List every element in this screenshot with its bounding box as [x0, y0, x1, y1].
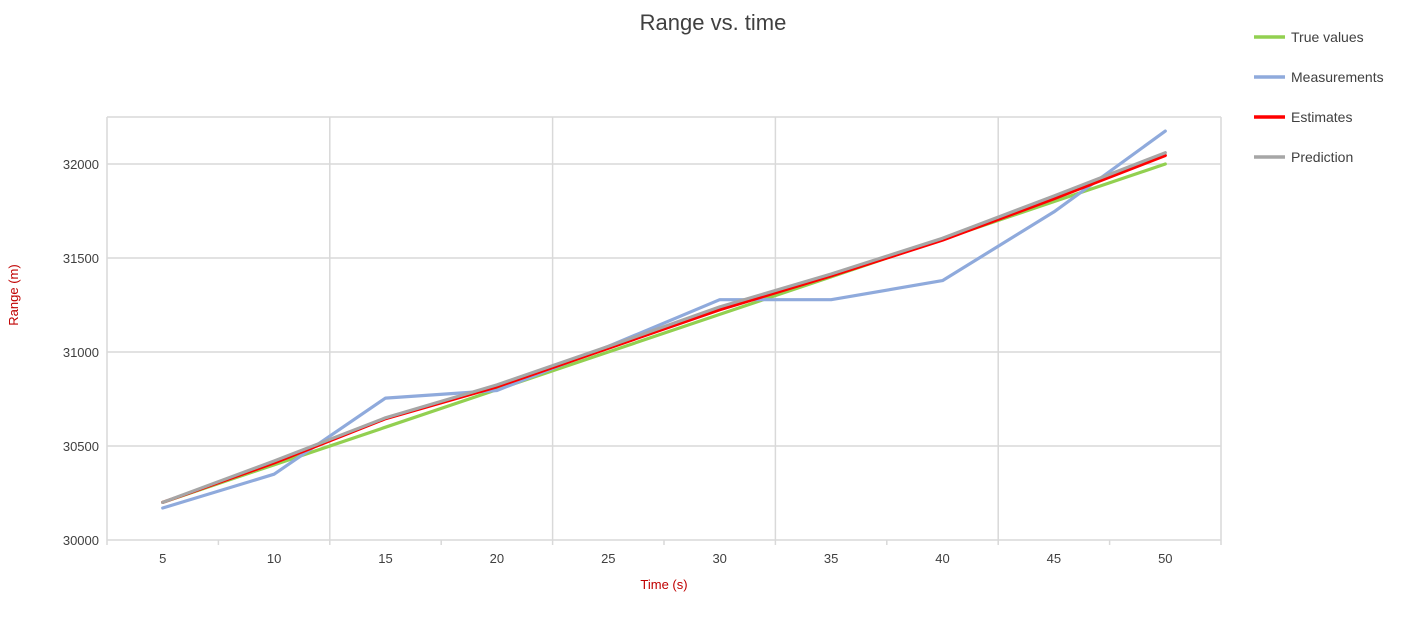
- y-tick-label: 31000: [63, 345, 99, 360]
- y-tick-label: 32000: [63, 157, 99, 172]
- y-tick-label: 30000: [63, 533, 99, 548]
- legend-label-estimates: Estimates: [1291, 109, 1352, 125]
- x-axis-label: Time (s): [640, 577, 687, 592]
- x-tick-label: 30: [712, 551, 726, 566]
- series-lines: [161, 129, 1167, 510]
- series-line-prediction: [161, 151, 1167, 504]
- x-axis-ticks: 5 10 15 20 25 30 35 40 45 50: [159, 551, 1172, 566]
- x-tick-label: 5: [159, 551, 166, 566]
- x-tick-label: 20: [490, 551, 504, 566]
- x-tick-label: 40: [935, 551, 949, 566]
- x-tick-label: 35: [824, 551, 838, 566]
- series-line-measurements: [161, 129, 1167, 510]
- legend-label-true-values: True values: [1291, 29, 1364, 45]
- x-tick-label: 25: [601, 551, 615, 566]
- legend-label-prediction: Prediction: [1291, 149, 1353, 165]
- y-tick-label: 31500: [63, 251, 99, 266]
- x-tick-label: 10: [267, 551, 281, 566]
- legend-label-measurements: Measurements: [1291, 69, 1384, 85]
- x-tick-label: 45: [1047, 551, 1061, 566]
- y-axis-ticks: 30000 30500 31000 31500 32000: [63, 157, 99, 548]
- x-tick-label: 15: [378, 551, 392, 566]
- y-axis-label: Range (m): [6, 264, 21, 325]
- legend: True values Measurements Estimates Predicti…: [1254, 29, 1384, 165]
- chart-title: Range vs. time: [640, 10, 787, 35]
- x-tick-label: 50: [1158, 551, 1172, 566]
- y-tick-label: 30500: [63, 439, 99, 454]
- grid: [106, 116, 1222, 545]
